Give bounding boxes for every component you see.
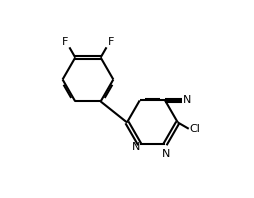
Text: N: N [162, 149, 170, 159]
Text: F: F [107, 37, 114, 47]
Text: N: N [183, 95, 192, 106]
Text: F: F [62, 37, 68, 47]
Text: Cl: Cl [190, 124, 201, 134]
Text: N: N [132, 142, 140, 152]
